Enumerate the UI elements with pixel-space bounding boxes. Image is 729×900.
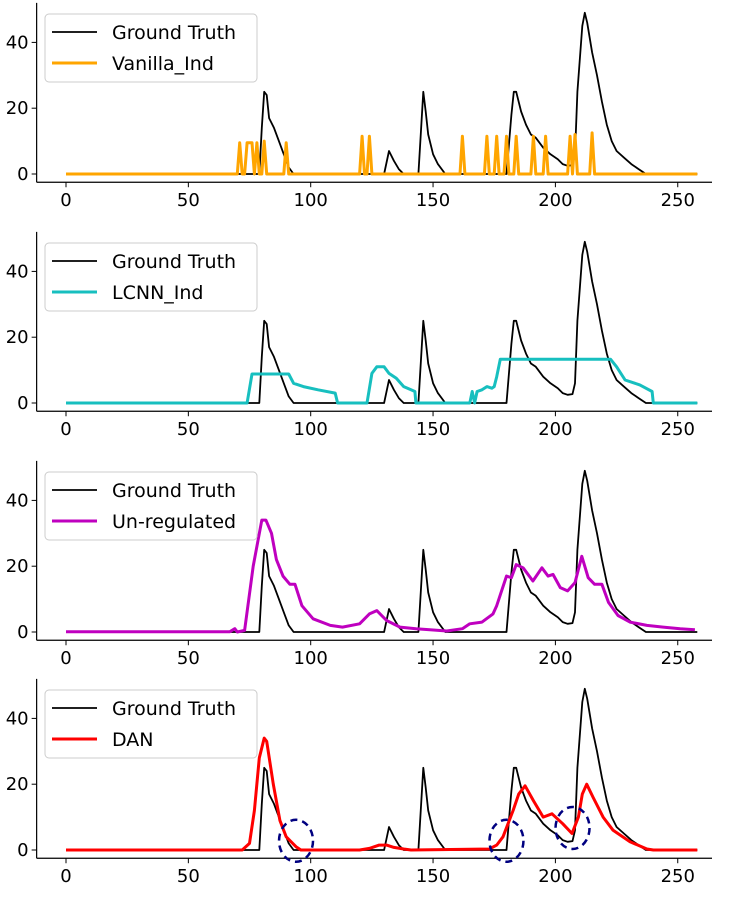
x-tick-label: 200 bbox=[538, 190, 572, 211]
x-tick-label: 200 bbox=[538, 419, 572, 440]
legend-box bbox=[44, 13, 258, 83]
dashed-circle-annotation bbox=[488, 818, 525, 864]
series-line-ground-truth bbox=[66, 469, 698, 633]
y-tick-label: 40 bbox=[6, 261, 29, 282]
x-tick-label: 50 bbox=[177, 866, 200, 887]
legend-label: LCNN_Ind bbox=[112, 282, 203, 304]
y-tick-label: 0 bbox=[17, 393, 28, 414]
legend: Ground Truth Un-regulated bbox=[44, 471, 258, 541]
y-tick-label: 0 bbox=[17, 164, 28, 185]
subplot-3: 0 50 100 150 200 250 0 20 40 Ground Truth Un-regul… bbox=[6, 460, 713, 669]
legend-label: Ground Truth bbox=[112, 480, 236, 502]
series-line-vanilla-ind bbox=[66, 131, 698, 176]
subplot-4: 0 50 100 150 200 250 0 20 40 Ground Truth DAN bbox=[6, 678, 713, 887]
y-tick-label: 20 bbox=[6, 327, 29, 348]
subplot-2: 0 50 100 150 200 250 0 20 40 Ground Truth LCNN_Ind bbox=[6, 231, 713, 440]
legend-label: Ground Truth bbox=[112, 698, 236, 720]
dashed-circle-annotation bbox=[277, 818, 315, 864]
x-tick-label: 100 bbox=[294, 190, 328, 211]
legend-label: Ground Truth bbox=[112, 251, 236, 273]
series-line-dan bbox=[66, 736, 698, 852]
x-tick-label: 150 bbox=[416, 190, 450, 211]
x-tick-label: 250 bbox=[661, 648, 695, 669]
x-tick-label: 150 bbox=[416, 648, 450, 669]
legend-box bbox=[44, 242, 258, 312]
dashed-circle-annotation bbox=[554, 805, 591, 851]
x-tick-label: 50 bbox=[177, 419, 200, 440]
subplot-1: 0 50 100 150 200 250 0 20 40 Ground Truth Vanilla_… bbox=[6, 2, 713, 211]
y-tick-label: 40 bbox=[6, 490, 29, 511]
y-tick-label: 40 bbox=[6, 708, 29, 729]
x-tick-label: 100 bbox=[294, 866, 328, 887]
series-line-lcnn-ind bbox=[66, 357, 698, 405]
series-line-ground-truth bbox=[66, 240, 698, 404]
x-tick-label: 250 bbox=[661, 419, 695, 440]
legend-box bbox=[44, 471, 258, 541]
y-tick-label: 40 bbox=[6, 32, 29, 53]
x-tick-label: 0 bbox=[60, 648, 71, 669]
x-tick-label: 150 bbox=[416, 419, 450, 440]
legend-box bbox=[44, 689, 258, 759]
legend-label: Vanilla_Ind bbox=[112, 53, 214, 75]
x-tick-label: 100 bbox=[294, 648, 328, 669]
legend-label: Un-regulated bbox=[112, 511, 236, 533]
y-tick-label: 0 bbox=[17, 840, 28, 861]
y-tick-label: 20 bbox=[6, 774, 29, 795]
x-tick-label: 0 bbox=[60, 866, 71, 887]
legend-label: DAN bbox=[112, 729, 154, 751]
legend: Ground Truth Vanilla_Ind bbox=[44, 13, 258, 83]
x-tick-label: 50 bbox=[177, 190, 200, 211]
x-tick-label: 0 bbox=[60, 419, 71, 440]
x-tick-label: 200 bbox=[538, 648, 572, 669]
x-tick-label: 150 bbox=[416, 866, 450, 887]
y-tick-label: 20 bbox=[6, 98, 29, 119]
x-tick-label: 200 bbox=[538, 866, 572, 887]
x-tick-label: 50 bbox=[177, 648, 200, 669]
y-tick-label: 0 bbox=[17, 622, 28, 643]
legend-label: Ground Truth bbox=[112, 22, 236, 44]
x-tick-label: 100 bbox=[294, 419, 328, 440]
x-tick-label: 250 bbox=[661, 190, 695, 211]
series-line-un-regulated bbox=[66, 518, 696, 634]
y-tick-label: 20 bbox=[6, 556, 29, 577]
x-tick-label: 250 bbox=[661, 866, 695, 887]
legend: Ground Truth LCNN_Ind bbox=[44, 242, 258, 312]
legend: Ground Truth DAN bbox=[44, 689, 258, 759]
x-tick-label: 0 bbox=[60, 190, 71, 211]
